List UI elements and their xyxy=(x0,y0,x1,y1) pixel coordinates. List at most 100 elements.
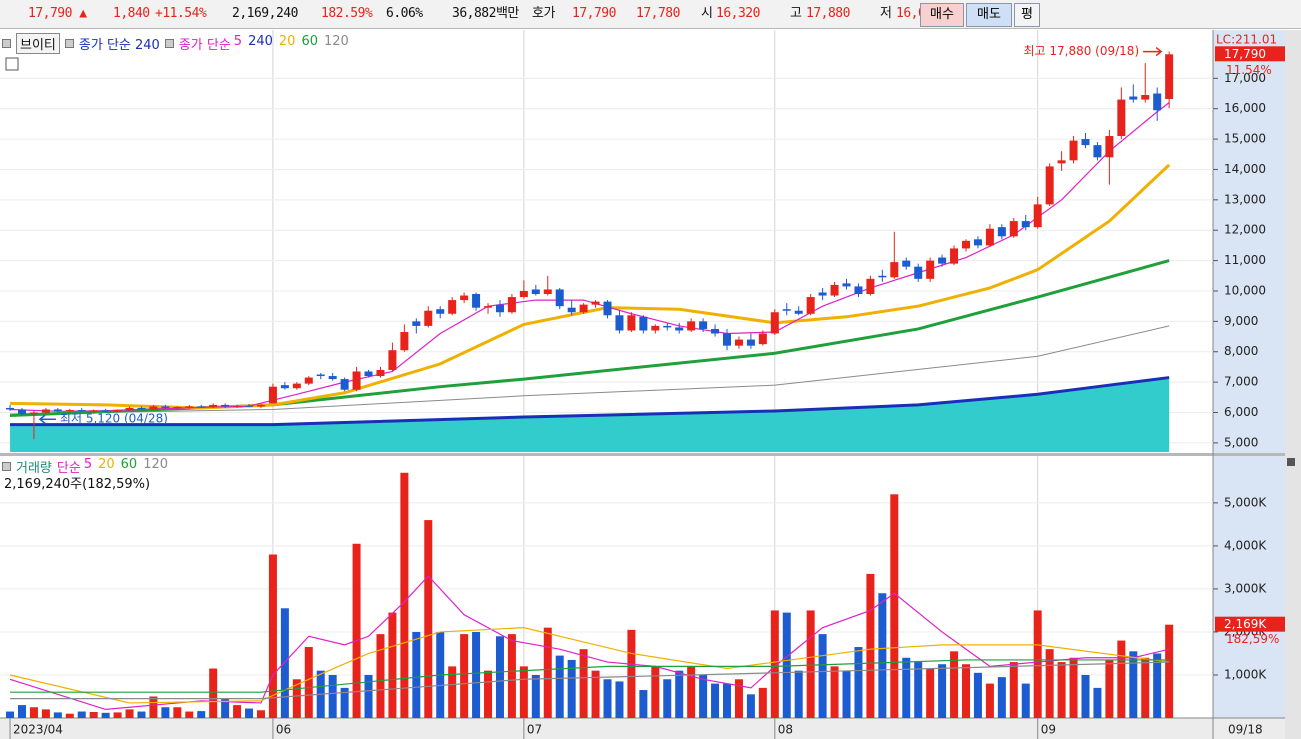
volume-bar xyxy=(1021,683,1030,718)
open-label: 시 xyxy=(701,6,713,21)
candle-body xyxy=(268,386,277,404)
y-tick-label: 1,000K xyxy=(1224,667,1267,681)
avg-button[interactable]: 평 xyxy=(1014,3,1040,27)
x-tick-label: 06 xyxy=(276,723,291,737)
ma-line xyxy=(10,325,1170,415)
candle-body xyxy=(914,266,923,279)
volume-bar xyxy=(926,668,935,718)
volume: 2,169,240 xyxy=(232,6,298,21)
ask: 17,790 xyxy=(572,6,616,21)
candle-body xyxy=(495,304,504,313)
volume-bar xyxy=(352,543,361,718)
y-tick-label: 7,000 xyxy=(1224,375,1258,389)
candle-body xyxy=(746,339,755,346)
legend-prefix: 종가 단순 xyxy=(178,38,231,53)
current-price-box xyxy=(1215,46,1285,62)
volume-bar xyxy=(746,694,755,718)
sell-button[interactable]: 매도 xyxy=(966,3,1012,27)
volume-bar xyxy=(782,612,791,718)
volume-bar xyxy=(185,711,194,718)
volume-bar xyxy=(197,711,206,718)
candle-body xyxy=(400,331,409,351)
volume-bar xyxy=(340,687,349,718)
legend-item: 240 xyxy=(248,34,273,49)
x-tick-label: 07 xyxy=(527,723,542,737)
volume-bar xyxy=(950,651,959,718)
volume-bar xyxy=(902,657,911,718)
candle-body xyxy=(938,257,947,264)
volume-bar xyxy=(555,655,564,718)
candle-body xyxy=(364,371,373,377)
candle-body xyxy=(603,301,612,316)
candle-body xyxy=(53,409,62,411)
icon xyxy=(64,39,74,48)
legend-item: 60 xyxy=(301,34,318,49)
candle-body xyxy=(292,383,301,389)
candle-body xyxy=(484,306,493,308)
volume-bar xyxy=(866,573,875,718)
volume-bar xyxy=(675,670,684,718)
volume-bar xyxy=(1165,624,1174,718)
y-tick-label: 17,000 xyxy=(1224,71,1266,85)
volume-bar xyxy=(1081,674,1090,718)
volume-bar xyxy=(1093,687,1102,718)
volume-bar xyxy=(711,683,720,718)
candle-body xyxy=(1129,96,1138,100)
volume-bar xyxy=(651,666,660,718)
candle-body xyxy=(543,289,552,295)
y-tick-label: 11,000 xyxy=(1224,253,1266,267)
candle-body xyxy=(17,409,26,415)
buy-button[interactable]: 매수 xyxy=(920,3,964,27)
candle-body xyxy=(962,240,971,249)
rate: +11.54% xyxy=(155,6,207,21)
arrow xyxy=(38,414,56,424)
candle-body xyxy=(591,301,600,305)
icon xyxy=(164,39,174,48)
legend-item: 5 xyxy=(233,34,243,49)
candle-body xyxy=(519,290,528,298)
candle-body xyxy=(699,321,708,329)
volume-rate: 182.59% xyxy=(321,6,373,21)
candle-body xyxy=(412,321,421,326)
legend-item: 120 xyxy=(143,457,169,472)
volume-bar xyxy=(615,681,624,718)
candle-body xyxy=(531,289,540,295)
volume-bar xyxy=(890,494,899,718)
candle-body xyxy=(233,405,242,407)
candle-body xyxy=(77,410,86,412)
annotation-high: 최고 17,880 (09/18) xyxy=(1023,44,1139,58)
y-tick-label: 12,000 xyxy=(1224,223,1266,237)
volume-bar xyxy=(1045,649,1054,718)
volume-bar xyxy=(842,670,851,718)
candle-body xyxy=(472,294,481,308)
candle-body xyxy=(866,278,875,295)
volume-bar xyxy=(973,672,982,718)
volume-bar xyxy=(639,690,648,718)
candle-body xyxy=(842,283,851,287)
volume-bar xyxy=(1129,651,1138,718)
candle-body xyxy=(985,228,994,246)
candle-body xyxy=(185,406,194,408)
volume-bar xyxy=(292,679,301,718)
bid: 17,780 xyxy=(636,6,680,21)
candle-body xyxy=(280,385,289,389)
candle-body xyxy=(1021,221,1030,228)
legend-item: 20 xyxy=(98,457,115,472)
price-legend: 브이티 종가 단순 240 종가 단순 5 240 20 60 120 xyxy=(2,33,349,54)
volume-bar xyxy=(1057,662,1066,718)
candle-body xyxy=(1153,93,1162,111)
volume-bar xyxy=(531,674,540,718)
volume-bar xyxy=(723,683,732,718)
candle-body xyxy=(29,412,38,415)
y-tick-label: 5,000 xyxy=(1224,435,1258,449)
price-axis-bg xyxy=(1213,30,1285,453)
candle-body xyxy=(256,404,265,407)
candle-body xyxy=(1165,54,1174,99)
candle-body xyxy=(304,377,313,384)
candle-body xyxy=(340,379,349,390)
x-last-date: 09/18 xyxy=(1228,723,1263,737)
candle-body xyxy=(352,371,361,390)
candle-body xyxy=(221,404,230,407)
